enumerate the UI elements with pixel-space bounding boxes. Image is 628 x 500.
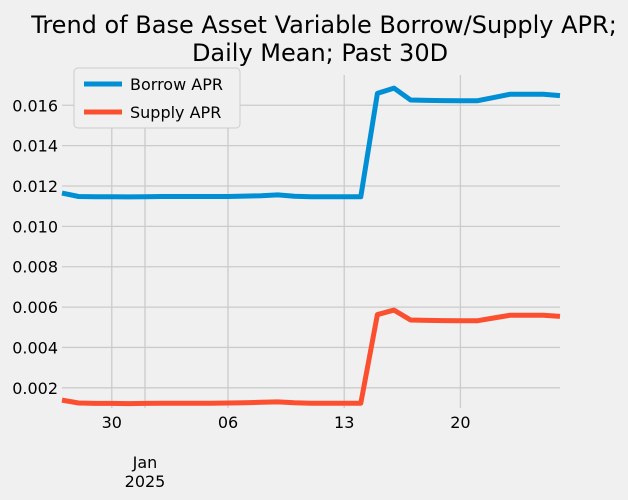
legend: Borrow APR Supply APR bbox=[73, 67, 241, 129]
y-tick-label: 0.016 bbox=[12, 96, 58, 115]
x-tick-label: 06 bbox=[218, 413, 238, 432]
legend-label-borrow: Borrow APR bbox=[130, 75, 223, 94]
series-line-borrow bbox=[61, 85, 561, 200]
y-tick-label: 0.008 bbox=[12, 258, 58, 277]
y-tick-label: 0.010 bbox=[12, 217, 58, 236]
y-tick-label: 0.002 bbox=[12, 379, 58, 398]
legend-label-supply: Supply APR bbox=[130, 103, 221, 122]
x-tick-label: Jan bbox=[132, 453, 158, 472]
x-tick-label: 20 bbox=[450, 413, 470, 432]
chart-title-line-1: Trend of Base Asset Variable Borrow/Supp… bbox=[30, 11, 617, 39]
y-gridlines bbox=[62, 104, 560, 389]
series-line-supply bbox=[61, 307, 561, 407]
y-tick-label: 0.014 bbox=[12, 137, 58, 156]
series-lines bbox=[61, 85, 561, 407]
chart-title-line-2: Daily Mean; Past 30D bbox=[192, 39, 448, 67]
x-tick-label: 30 bbox=[102, 413, 122, 432]
y-tick-label: 0.004 bbox=[12, 338, 58, 357]
y-tick-labels: 0.002 0.004 0.006 0.008 0.010 0.012 0.014 0.016 bbox=[12, 96, 58, 398]
y-tick-label: 0.006 bbox=[12, 298, 58, 317]
x-gridlines bbox=[111, 75, 462, 408]
x-tick-label-year: 2025 bbox=[125, 472, 166, 491]
x-tick-label: 13 bbox=[334, 413, 354, 432]
y-tick-label: 0.012 bbox=[12, 177, 58, 196]
